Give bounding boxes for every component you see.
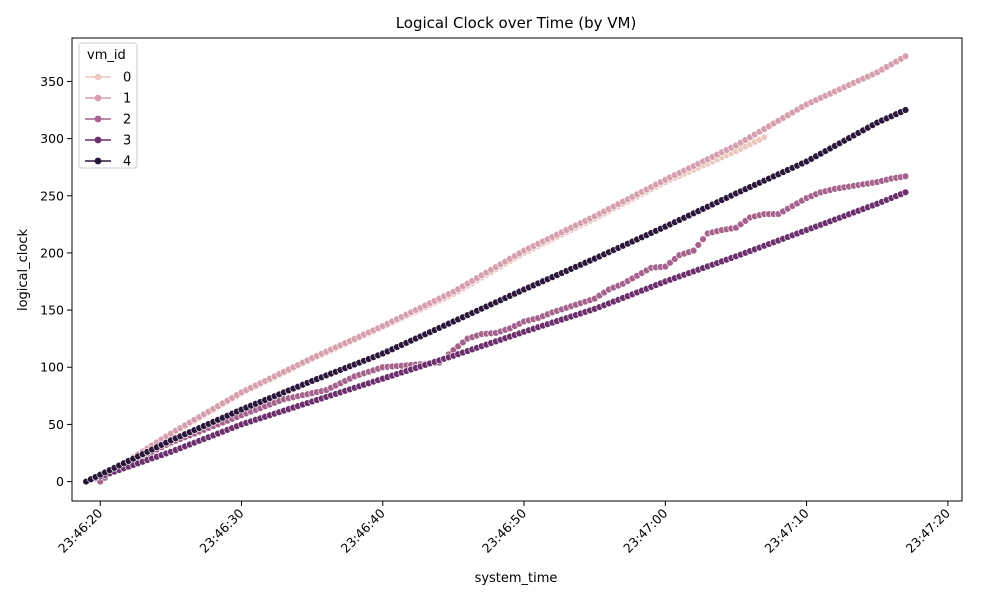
x-axis-title: system_time bbox=[475, 571, 558, 586]
x-tick-label: 23:46:50 bbox=[479, 505, 529, 555]
y-tick-label: 100 bbox=[40, 360, 64, 375]
chart-title: Logical Clock over Time (by VM) bbox=[396, 14, 637, 32]
data-point bbox=[760, 133, 768, 142]
y-tick-label: 250 bbox=[40, 188, 64, 203]
data-point bbox=[694, 241, 702, 249]
data-point bbox=[901, 172, 910, 181]
legend-label: 0 bbox=[123, 71, 131, 86]
series-4 bbox=[82, 106, 910, 486]
legend-swatch-marker bbox=[94, 115, 102, 123]
legend-label: 1 bbox=[123, 92, 131, 107]
legend-label: 4 bbox=[123, 155, 131, 170]
y-tick-label: 300 bbox=[40, 131, 64, 146]
legend-swatch-marker bbox=[94, 157, 102, 165]
legend-label: 3 bbox=[123, 134, 131, 149]
data-point bbox=[901, 52, 910, 60]
data-point bbox=[901, 188, 910, 197]
y-axis: 0 50 100 150 200 250 300 350 bbox=[40, 74, 72, 489]
x-tick-label: 23:46:20 bbox=[55, 505, 105, 555]
legend-box bbox=[78, 42, 138, 169]
x-tick-label: 23:47:10 bbox=[761, 505, 811, 555]
series-2 bbox=[96, 172, 910, 486]
legend-title: vm_id bbox=[87, 48, 126, 63]
legend-swatch-marker bbox=[94, 94, 102, 102]
legend-swatch-marker bbox=[94, 136, 102, 144]
x-tick-label: 23:47:00 bbox=[620, 505, 670, 555]
data-point bbox=[689, 246, 698, 255]
series-3 bbox=[82, 188, 910, 486]
y-tick-label: 150 bbox=[40, 303, 64, 318]
y-tick-label: 0 bbox=[56, 474, 64, 489]
legend-label: 2 bbox=[123, 113, 131, 128]
legend: vm_id 0 1 2 3 4 bbox=[78, 42, 138, 170]
x-tick-label: 23:46:30 bbox=[196, 505, 246, 555]
x-axis: 23:46:20 23:46:30 23:46:40 23:46:50 23:47:00… bbox=[55, 501, 953, 556]
x-tick-label: 23:46:40 bbox=[338, 505, 388, 555]
series-layer bbox=[82, 52, 910, 486]
data-point bbox=[901, 106, 910, 114]
legend-swatch-marker bbox=[94, 73, 102, 81]
y-tick-label: 50 bbox=[48, 417, 64, 432]
plot-area-frame bbox=[71, 37, 963, 502]
y-axis-title: logical_clock bbox=[16, 229, 31, 312]
x-tick-label: 23:47:20 bbox=[903, 505, 953, 555]
y-tick-label: 350 bbox=[40, 74, 64, 89]
data-point bbox=[699, 235, 707, 243]
y-tick-label: 200 bbox=[40, 245, 64, 260]
